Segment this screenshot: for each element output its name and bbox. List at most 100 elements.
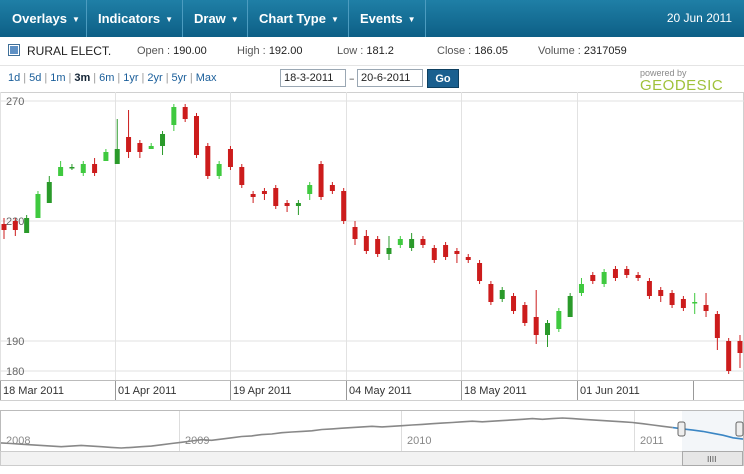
y-tick-label: 270 [6,96,24,108]
candle-down [454,251,460,254]
navigator-year-label: 2010 [407,435,431,447]
scrollbar-grip-icon: IIII [707,455,716,464]
candle-up [386,248,392,254]
geodesic-logo: GEODESIC [640,77,724,94]
menu-chart-type-label: Chart Type [259,11,326,26]
to-date-input[interactable] [357,69,423,87]
range-1m[interactable]: 1m [50,72,66,84]
chevron-down-icon: ▼ [407,15,416,24]
candle-up [46,182,52,203]
candle-up [216,164,222,176]
menu-draw[interactable]: Draw ▼ [182,0,248,37]
candle-up [545,323,551,335]
candle-down [12,221,18,230]
x-tick-label: 01 Apr 2011 [118,385,177,397]
candle-up [69,167,75,169]
navigator-scrollbar-track [0,451,744,466]
navigator-series-line [0,417,673,449]
candle-down [635,275,641,278]
candle-down [669,293,675,305]
menu-events-label: Events [360,11,403,26]
candle-down [680,299,686,308]
candle-down [522,305,528,323]
range-2yr[interactable]: 2yr [147,72,163,84]
range-max[interactable]: Max [195,72,217,84]
candle-up [601,272,607,284]
candle-down [612,269,618,278]
candle-down [703,305,709,311]
candle-down [726,341,732,371]
x-tick-label: 01 Jun 2011 [580,385,640,397]
symbol-name: RURAL ELECT. [27,44,112,58]
candle-up [114,149,120,164]
menu-indicators-label: Indicators [98,11,161,26]
candle-up [35,194,41,218]
candle-down [341,191,347,221]
navigator-right-handle[interactable] [735,421,744,437]
candle-down [1,224,7,230]
current-date: 20 Jun 2011 [666,11,732,25]
candle-down [488,284,494,302]
quote-row: RURAL ELECT. Open : 190.00 High : 192.00… [0,37,744,66]
range-1yr[interactable]: 1yr [123,72,139,84]
volume-label: Volume : [538,45,581,57]
range-row: 1d|5d|1m|3m|6m|1yr|2yr|5yr|Max – Go powe… [0,66,744,94]
navigator-left-handle[interactable] [677,421,686,437]
range-5yr[interactable]: 5yr [171,72,187,84]
x-tick-label: 18 Mar 2011 [3,385,64,397]
menu-bar: Overlays ▼ Indicators ▼ Draw ▼ Chart Type ▼ … [0,0,744,38]
navigator[interactable]: 2008 2009 2010 2011 IIII [0,406,744,470]
menu-overlays[interactable]: Overlays ▼ [0,0,87,37]
candle-down [477,263,483,281]
y-tick-label: 180 [6,366,24,378]
candle-up [307,185,313,194]
candle-up [295,203,301,206]
x-tick-label: 18 May 2011 [464,385,527,397]
candle-down [126,137,132,152]
candle-down [714,314,720,338]
close-value: 186.05 [474,45,508,57]
quote-close: Close : 186.05 [437,45,508,57]
series-color-swatch[interactable] [8,44,20,56]
quote-open: Open : 190.00 [137,45,207,57]
menu-events[interactable]: Events ▼ [348,0,426,37]
quote-low: Low : 181.2 [337,45,394,57]
high-label: High : [237,45,266,57]
low-value: 181.2 [366,45,394,57]
candle-up [692,302,698,304]
range-5d[interactable]: 5d [29,72,42,84]
menu-indicators[interactable]: Indicators ▼ [86,0,183,37]
candle-down [227,149,233,167]
range-3m[interactable]: 3m [74,72,91,84]
x-tick-label: 19 Apr 2011 [233,385,292,397]
menu-chart-type[interactable]: Chart Type ▼ [247,0,349,37]
menu-draw-label: Draw [194,11,226,26]
open-label: Open : [137,45,171,57]
candle-down [624,269,630,275]
candle-up [58,167,64,176]
range-1d[interactable]: 1d [8,72,21,84]
chevron-down-icon: ▼ [71,15,80,24]
candle-down [182,107,188,119]
candle-down [363,236,369,251]
navigator-year-label: 2011 [640,435,664,447]
chevron-down-icon: ▼ [165,15,174,24]
candle-down [193,116,199,155]
from-date-input[interactable] [280,69,346,87]
candle-up [80,164,86,173]
chevron-down-icon: ▼ [330,15,339,24]
close-label: Close : [437,45,472,57]
candle-up [397,239,403,245]
date-range-dash: – [349,72,355,85]
chart-frame [0,92,744,401]
navigator-scrollbar-thumb[interactable] [682,451,743,466]
candle-down [511,296,517,311]
candle-down [239,167,245,185]
range-6m[interactable]: 6m [99,72,115,84]
candle-up [409,239,415,248]
candle-up [578,284,584,293]
candle-up [24,218,30,233]
go-button[interactable]: Go [427,69,459,88]
